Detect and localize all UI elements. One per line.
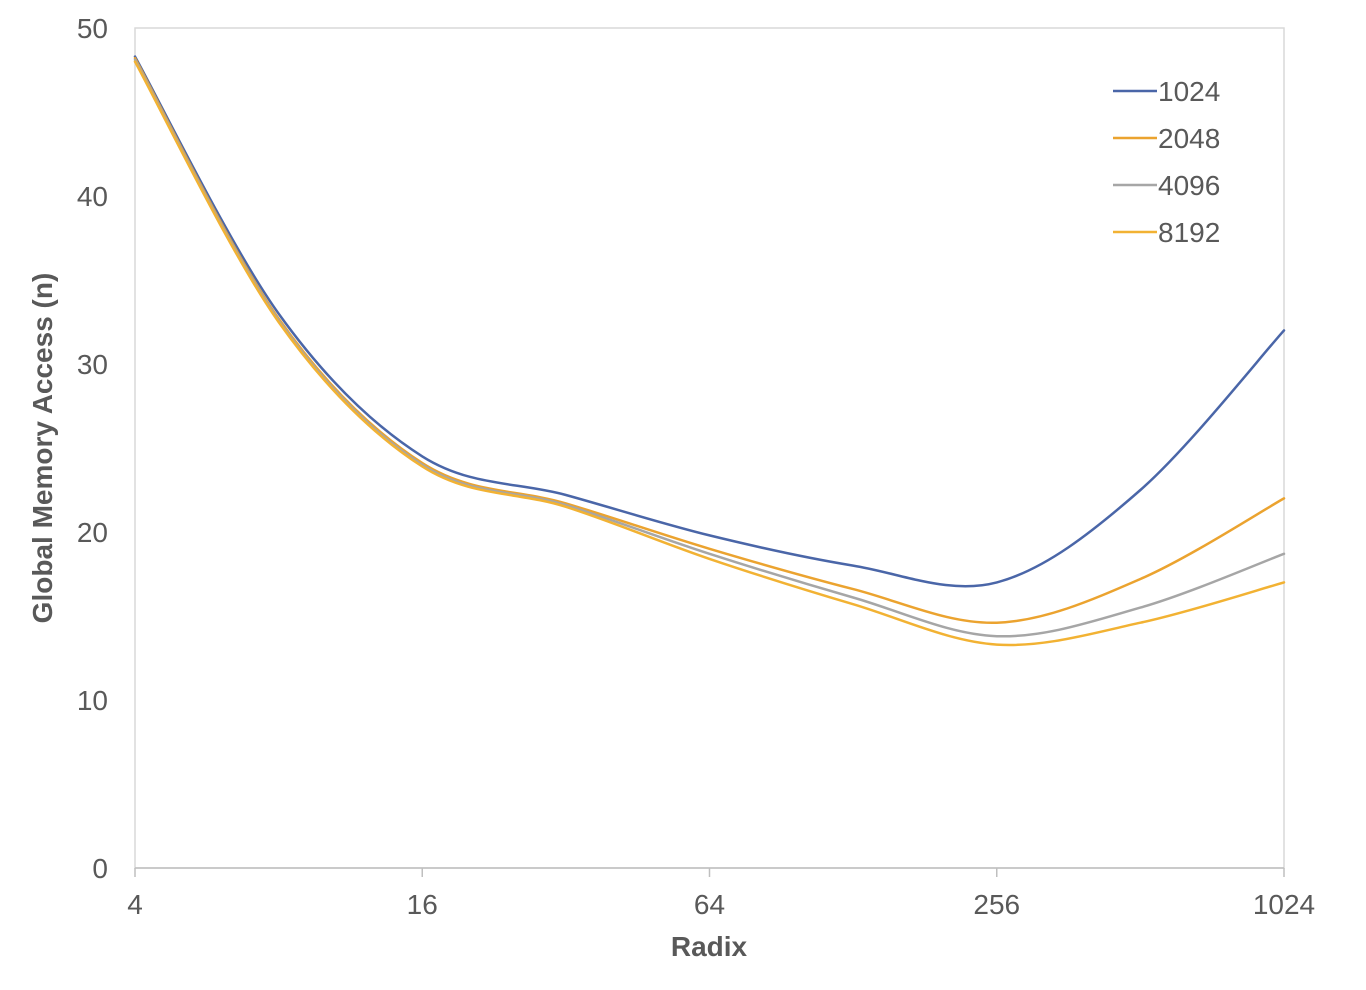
y-axis-title: Global Memory Access (n) <box>27 273 58 624</box>
y-tick-label: 10 <box>77 685 108 716</box>
plot-area-border <box>134 27 1285 869</box>
legend-label-2048: 2048 <box>1158 123 1220 154</box>
y-tick-label: 20 <box>77 517 108 548</box>
y-axis-ticks: 0 10 20 30 40 50 <box>77 13 108 884</box>
x-tick-label: 4 <box>127 889 143 920</box>
x-axis-title: Radix <box>671 931 748 962</box>
x-tick-label: 16 <box>407 889 438 920</box>
legend-label-1024: 1024 <box>1158 76 1220 107</box>
x-tick-label: 64 <box>694 889 725 920</box>
series-line-2048 <box>133 56 1286 624</box>
y-tick-label: 0 <box>92 853 108 884</box>
y-tick-label: 40 <box>77 181 108 212</box>
series-line-8192 <box>133 60 1286 647</box>
legend: 1024 2048 4096 8192 <box>1113 76 1220 248</box>
legend-label-8192: 8192 <box>1158 217 1220 248</box>
y-tick-label: 30 <box>77 349 108 380</box>
x-tick-label: 1024 <box>1253 889 1315 920</box>
legend-label-4096: 4096 <box>1158 170 1220 201</box>
x-tick-label: 256 <box>973 889 1020 920</box>
series-lines <box>133 55 1286 647</box>
series-line-1024 <box>133 55 1286 588</box>
y-tick-label: 50 <box>77 13 108 44</box>
x-axis-ticks: 4 16 64 256 1024 <box>127 868 1315 920</box>
